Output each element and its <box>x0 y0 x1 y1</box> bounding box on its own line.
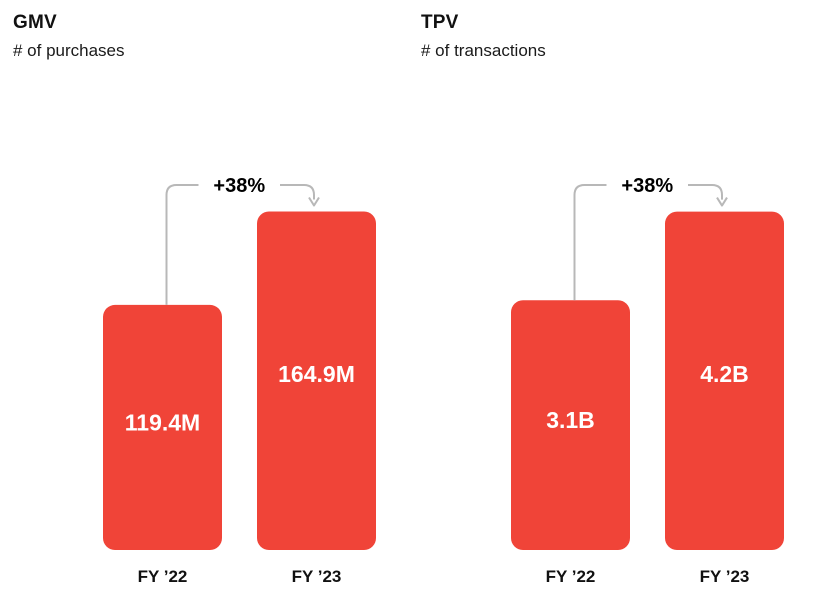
tpv-chart: TPV # of transactions 3.1B FY ’22 4.2B FY ’… <box>408 0 816 592</box>
gmv-chart: GMV # of purchases 119.4M FY ’22 164.9M FY … <box>0 0 408 592</box>
gmv-bar-chart: 119.4M FY ’22 164.9M FY ’23 +38% <box>103 175 376 586</box>
growth-connector-right <box>280 184 315 200</box>
bar-value-label: 119.4M <box>125 410 200 436</box>
bar-value-label: 3.1B <box>546 407 595 433</box>
category-label: FY ’22 <box>138 567 188 586</box>
bar <box>511 300 630 550</box>
growth-connector-left <box>573 184 607 301</box>
category-label: FY ’23 <box>700 567 750 586</box>
tpv-bar-chart: 3.1B FY ’22 4.2B FY ’23 +38% <box>511 175 784 586</box>
category-label: FY ’22 <box>546 567 596 586</box>
category-label: FY ’23 <box>292 567 342 586</box>
growth-arrow-icon <box>716 197 728 207</box>
chart-subtitle: # of transactions <box>421 41 546 60</box>
growth-label: +38% <box>213 175 265 197</box>
chart-title: TPV <box>421 12 459 33</box>
growth-connector-right <box>688 184 723 200</box>
bar <box>103 304 222 550</box>
bar-value-label: 164.9M <box>278 361 355 387</box>
bar <box>665 211 784 550</box>
chart-title: GMV <box>13 12 57 33</box>
bar-value-label: 4.2B <box>700 361 749 387</box>
chart-subtitle: # of purchases <box>13 41 125 60</box>
growth-label: +38% <box>621 175 673 197</box>
bar <box>257 211 376 550</box>
growth-arrow-icon <box>308 196 320 207</box>
growth-connector-left <box>165 184 199 305</box>
